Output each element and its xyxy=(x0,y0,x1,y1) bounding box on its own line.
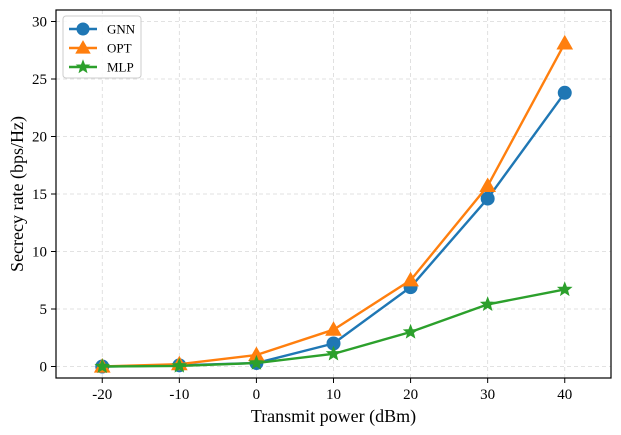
series-opt-point xyxy=(479,177,497,193)
series-opt-point xyxy=(556,34,574,50)
x-tick-label: 0 xyxy=(253,387,261,403)
x-tick-label: 20 xyxy=(403,387,418,403)
series-gnn-point xyxy=(557,85,572,100)
y-axis-label: Secrecy rate (bps/Hz) xyxy=(7,116,28,272)
x-tick-label: 30 xyxy=(480,387,495,403)
series-mlp-point xyxy=(94,358,111,374)
series-opt-point xyxy=(325,321,342,336)
series-mlp-point xyxy=(556,281,573,297)
ticks: -20 -10 0 10 20 30 40 0 5 10 15 20 25 30 xyxy=(32,15,572,404)
series-opt-point xyxy=(402,271,419,287)
y-tick-label: 25 xyxy=(32,72,47,88)
legend-label-mlp: MLP xyxy=(107,60,134,75)
legend-marker-gnn xyxy=(76,22,90,36)
x-tick-label: -10 xyxy=(169,387,189,403)
y-tick-label: 0 xyxy=(40,360,48,376)
y-tick-label: 20 xyxy=(32,130,47,146)
series-mlp-point xyxy=(248,354,265,370)
legend-marker-mlp xyxy=(75,59,91,74)
legend-entry-gnn: GNN xyxy=(69,22,136,37)
y-tick-label: 10 xyxy=(32,245,47,261)
series-mlp-point xyxy=(479,296,496,312)
legend-entry-opt: OPT xyxy=(69,40,132,56)
y-tick-label: 15 xyxy=(32,187,47,203)
y-tick-label: 5 xyxy=(40,302,48,318)
series-opt xyxy=(93,34,574,373)
x-tick-label: 10 xyxy=(326,387,341,403)
grid xyxy=(56,10,611,378)
x-tick-label: 40 xyxy=(557,387,572,403)
legend-marker-opt xyxy=(75,40,91,54)
series-mlp xyxy=(94,281,573,374)
x-tick-label: -20 xyxy=(92,387,112,403)
legend: GNN OPT MLP xyxy=(62,15,142,79)
legend-entry-mlp: MLP xyxy=(69,59,134,75)
legend-label-opt: OPT xyxy=(107,41,132,56)
series-mlp-point xyxy=(402,323,419,339)
x-axis-label: Transmit power (dBm) xyxy=(251,406,416,427)
series-gnn-point xyxy=(480,191,495,206)
series-mlp-point xyxy=(325,345,342,361)
legend-label-gnn: GNN xyxy=(107,22,136,37)
y-tick-label: 30 xyxy=(32,15,47,31)
series-mlp-point xyxy=(171,357,188,373)
series-layer xyxy=(93,34,574,374)
